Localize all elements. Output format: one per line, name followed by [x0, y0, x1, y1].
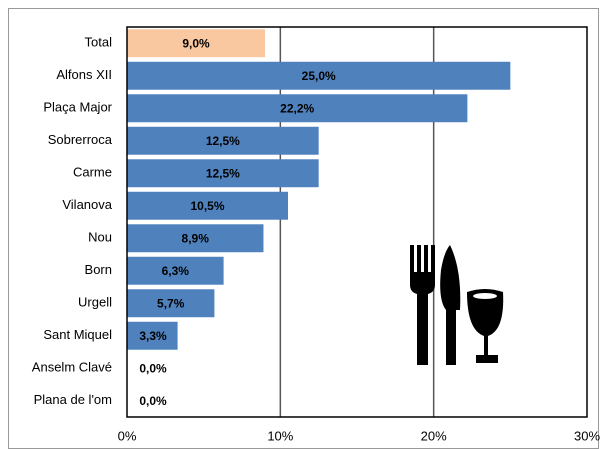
- y-tick-label: Sobrerroca: [48, 132, 113, 147]
- y-tick-label: Alfons XII: [56, 67, 112, 82]
- bar: [127, 321, 178, 350]
- y-tick-label: Plana de l'om: [34, 392, 112, 407]
- bar: [127, 61, 511, 90]
- value-label: 6,3%: [162, 264, 190, 278]
- plot-area: [127, 27, 587, 417]
- y-tick-label: Total: [85, 35, 113, 50]
- value-label: 22,2%: [280, 101, 314, 115]
- y-tick-label: Urgell: [78, 295, 112, 310]
- bar: [127, 191, 288, 220]
- y-tick-label: Vilanova: [62, 197, 112, 212]
- value-label: 5,7%: [157, 296, 185, 310]
- y-tick-label: Born: [85, 262, 112, 277]
- value-label: 12,5%: [206, 134, 240, 148]
- value-label: 8,9%: [182, 231, 210, 245]
- value-label: 10,5%: [190, 199, 224, 213]
- value-label: 0,0%: [139, 361, 167, 375]
- value-label: 12,5%: [206, 166, 240, 180]
- plot-border: [126, 26, 588, 418]
- bar: [127, 289, 215, 318]
- x-tick-label: 20%: [421, 428, 447, 443]
- y-tick-label: Carme: [73, 165, 112, 180]
- x-tick-label: 30%: [574, 428, 600, 443]
- value-label: 0,0%: [139, 394, 167, 408]
- bar: [127, 224, 264, 253]
- bar: [127, 159, 319, 188]
- restaurant-icon: [410, 245, 504, 365]
- x-tick-label: 10%: [267, 428, 293, 443]
- bar: [127, 29, 265, 58]
- y-tick-label: Sant Miquel: [43, 327, 112, 342]
- value-label: 3,3%: [139, 329, 167, 343]
- y-tick-label: Nou: [88, 230, 112, 245]
- bar: [127, 94, 468, 123]
- bar: [127, 256, 224, 285]
- value-label: 25,0%: [302, 69, 336, 83]
- bar: [127, 126, 319, 155]
- y-tick-label: Plaça Major: [43, 100, 112, 115]
- x-tick-label: 0%: [118, 428, 137, 443]
- value-label: 9,0%: [182, 36, 210, 50]
- y-tick-label: Anselm Clavé: [32, 360, 112, 375]
